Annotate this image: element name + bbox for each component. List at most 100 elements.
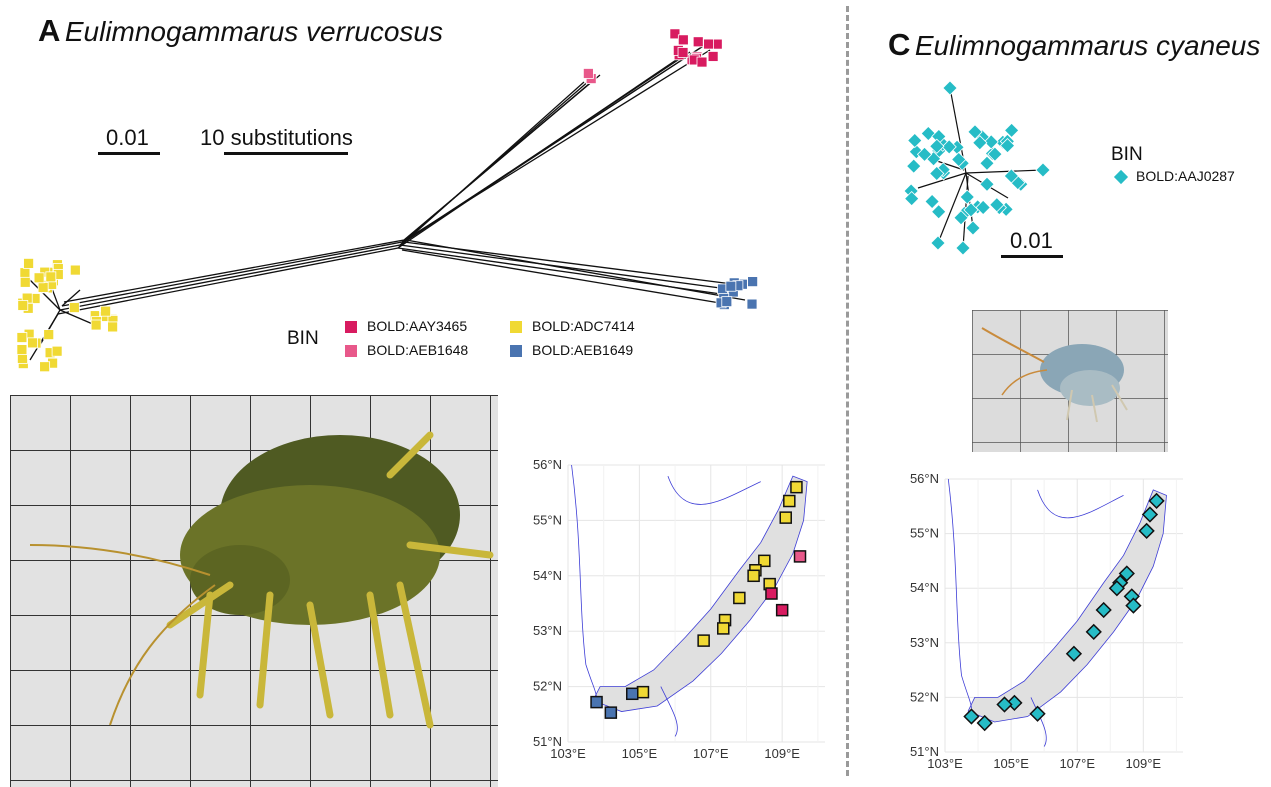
sample-site	[1006, 694, 1023, 711]
network-node	[677, 47, 689, 58]
sample-site	[775, 603, 789, 617]
map-y-tick: 54°N	[910, 580, 939, 595]
network-node	[929, 165, 945, 182]
sample-site	[733, 591, 746, 605]
network-node	[669, 28, 681, 40]
network-node	[979, 155, 995, 171]
panel-c-letter: C	[888, 27, 911, 62]
sample-site	[626, 687, 639, 701]
sample-site	[1029, 705, 1046, 722]
map-x-tick: 107°E	[693, 746, 729, 761]
sample-site	[636, 685, 650, 699]
panel-a-title: A Eulimnogammarus verrucosus	[38, 13, 443, 49]
sample-site	[1138, 522, 1155, 540]
sample-site	[717, 622, 730, 635]
sample-site	[790, 480, 803, 494]
legend-c-title: BIN	[1111, 144, 1143, 165]
network-node	[19, 276, 31, 288]
sample-site	[747, 569, 760, 583]
sample-site	[996, 696, 1013, 713]
legend-a-label-1: BOLD:AEB1648	[367, 342, 469, 358]
sample-site	[604, 706, 618, 719]
network-node	[107, 321, 119, 333]
legend-c-label-0: BOLD:AAJ0287	[1136, 168, 1235, 184]
panel-c-species: Eulimnogammarus cyaneus	[914, 30, 1261, 61]
scale-bar-a	[98, 152, 160, 155]
network-node	[930, 235, 946, 251]
legend-a-label-3: BOLD:AEB1649	[532, 342, 634, 358]
river	[660, 686, 678, 737]
network-node	[959, 189, 975, 205]
network-node	[916, 146, 933, 163]
network-node	[37, 282, 49, 293]
sample-site	[590, 695, 603, 709]
network-node	[692, 36, 704, 48]
sample-site	[1125, 597, 1142, 614]
map-x-tick: 107°E	[1059, 756, 1095, 771]
legend-c-swatch-0	[1113, 169, 1129, 185]
sample-site	[697, 634, 710, 647]
network-node	[972, 135, 988, 151]
network-node	[906, 158, 922, 174]
panel-c-title: C Eulimnogammarus cyaneus	[888, 27, 1260, 63]
network-node	[1003, 122, 1020, 139]
scale-bar-c-label: 0.01	[1010, 228, 1053, 253]
network-node	[907, 132, 923, 149]
network-node	[746, 298, 758, 310]
amphipod-photo-c	[972, 310, 1168, 452]
sample-site	[765, 587, 778, 600]
network-node	[963, 202, 979, 218]
sample-site	[976, 714, 993, 732]
map-x-tick: 105°E	[993, 756, 1029, 771]
network-node	[924, 193, 940, 210]
map-y-tick: 56°N	[533, 457, 562, 472]
network-node	[43, 329, 55, 340]
map-y-tick: 52°N	[910, 689, 939, 704]
sample-site	[758, 554, 771, 568]
network-node	[953, 210, 969, 226]
legend-a-swatch-2	[510, 321, 522, 333]
network-node	[967, 124, 983, 140]
amphipod-photo-a	[10, 395, 498, 787]
sample-site	[963, 708, 980, 725]
sample-site	[1141, 506, 1159, 523]
network-a-edges	[29, 44, 746, 361]
river	[1030, 697, 1047, 747]
network-node	[582, 68, 594, 79]
network-node	[941, 139, 957, 155]
network-node	[39, 361, 51, 373]
network-node	[999, 138, 1016, 154]
network-c	[903, 80, 1051, 256]
legend-a-swatch-0	[345, 321, 357, 333]
sample-site	[793, 550, 807, 563]
map-y-tick: 53°N	[533, 623, 562, 638]
river	[947, 478, 972, 709]
network-node	[975, 199, 991, 216]
network-node	[747, 276, 759, 288]
network-node	[904, 190, 920, 207]
sample-site	[1108, 580, 1126, 597]
legend-a-label-2: BOLD:ADC7414	[532, 318, 635, 334]
amphipod-photo-icon	[972, 310, 1168, 452]
network-node	[929, 138, 945, 154]
substitutions-bar	[224, 152, 348, 155]
map-y-tick: 56°N	[910, 471, 939, 486]
network-node	[703, 38, 714, 50]
network-node	[1035, 162, 1051, 178]
network-node	[931, 204, 947, 220]
sample-site	[783, 494, 796, 508]
river	[667, 475, 761, 505]
amphipod-photo-icon	[10, 395, 498, 787]
panel-a-species: Eulimnogammarus verrucosus	[64, 16, 443, 47]
legend-a-label-0: BOLD:AAY3465	[367, 318, 468, 334]
network-node	[696, 56, 708, 68]
sample-site	[1065, 645, 1083, 662]
network-node	[677, 34, 689, 46]
network-node	[45, 271, 57, 283]
map-y-tick: 51°N	[533, 734, 562, 749]
sample-site	[1118, 565, 1135, 582]
sample-site	[1085, 623, 1102, 641]
sample-site	[1095, 601, 1112, 619]
